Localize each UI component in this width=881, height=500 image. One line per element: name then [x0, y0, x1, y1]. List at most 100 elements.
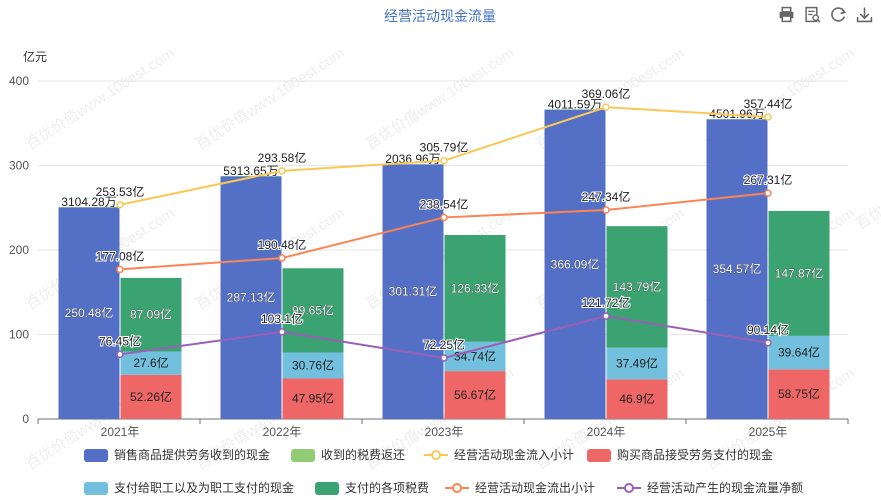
bar-label: 354.57亿	[713, 261, 762, 276]
bar-label: 30.76亿	[292, 357, 334, 372]
bar-1	[58, 207, 120, 419]
legend-label: 经营活动现金流出小计	[475, 480, 595, 495]
legend-point-marker	[452, 483, 462, 493]
legend-label: 支付的各项税费	[345, 480, 429, 495]
bar-label: 87.09亿	[130, 307, 172, 322]
line-point	[764, 339, 772, 347]
bar-4	[120, 351, 182, 375]
watermark-text: 百优价值www.100est.com	[853, 125, 881, 234]
bar-1	[544, 109, 606, 419]
y-tick-label: 400	[9, 74, 29, 88]
download-icon[interactable]	[856, 6, 873, 23]
line-point	[116, 265, 124, 274]
line-point	[602, 206, 610, 214]
x-tick-label: 2025年	[749, 425, 788, 439]
line-label: 293.58亿	[258, 150, 307, 165]
line-point	[764, 113, 772, 121]
line-label: 177.08亿	[96, 248, 145, 263]
legend-point-marker	[431, 450, 441, 460]
bar-5	[120, 277, 182, 352]
bar-label: 52.26亿	[130, 389, 172, 404]
legend-label: 支付给职工以及为职工支付的现金	[114, 480, 294, 495]
line-label: 369.06亿	[582, 86, 631, 101]
legend-swatch	[315, 482, 339, 495]
legend-label: 经营活动现金流入小计	[454, 447, 574, 462]
line-point	[116, 201, 124, 209]
bar-label: 5313.65万	[223, 164, 278, 178]
legend-swatch	[587, 449, 611, 462]
bar-1	[706, 119, 768, 419]
data-view-icon[interactable]	[804, 6, 821, 23]
x-tick-label: 2022年	[263, 425, 302, 439]
x-tick-label: 2021年	[101, 425, 140, 439]
bar-3	[120, 374, 182, 419]
line-label: 76.45亿	[99, 333, 141, 348]
line-point	[602, 312, 610, 320]
line-label: 267.31亿	[744, 172, 793, 187]
line-label: 357.44亿	[744, 96, 793, 111]
line-label: 247.34亿	[582, 189, 631, 204]
legend-point-marker	[624, 483, 634, 493]
legend-swatch	[291, 449, 315, 462]
bar-label: 4501.96万	[709, 107, 764, 121]
bar-label: 301.31亿	[389, 284, 438, 299]
bar-label: 250.48亿	[65, 305, 114, 320]
legend-label: 销售商品提供劳务收到的现金	[114, 447, 270, 462]
bar-3	[282, 378, 344, 419]
x-tick-label: 2024年	[587, 425, 626, 439]
legend-label: 购买商品接受劳务支付的现金	[617, 447, 773, 462]
bar-5	[444, 235, 506, 342]
bar-5	[282, 268, 344, 353]
bar-3	[768, 369, 830, 419]
bar-5	[606, 226, 668, 348]
line-label: 253.53亿	[96, 184, 145, 199]
chart-toolbar	[778, 6, 873, 23]
bar-label: 4011.59万	[548, 97, 603, 111]
watermark-text: 百优价值www.100est.com	[193, 45, 348, 154]
line-label: 238.54亿	[420, 196, 469, 211]
line-point	[764, 189, 772, 197]
line-point	[278, 167, 286, 175]
bar-label: 56.67亿	[454, 387, 496, 402]
bar-3	[606, 379, 668, 419]
bar-label: 37.49亿	[616, 356, 658, 371]
bar-label: 99.65亿	[292, 302, 334, 317]
legend-swatch	[84, 449, 108, 462]
line-point	[116, 350, 124, 359]
line-label: 190.48亿	[258, 237, 307, 252]
bar-label: 126.33亿	[451, 280, 500, 295]
refresh-icon[interactable]	[830, 6, 847, 23]
legend-label: 收到的税费返还	[321, 447, 405, 462]
bar-4	[768, 335, 830, 370]
bar-1	[382, 164, 444, 419]
bar-label: 147.87亿	[775, 265, 824, 280]
legend-swatch	[84, 482, 108, 495]
bar-label: 58.75亿	[778, 386, 820, 401]
line-point	[440, 354, 448, 362]
line-label: 103.1亿	[261, 311, 303, 326]
line-label: 121.72亿	[582, 295, 631, 310]
line-label: 72.25亿	[423, 337, 465, 352]
y-tick-label: 100	[9, 328, 29, 342]
y-tick-label: 0	[22, 412, 29, 426]
line-point	[602, 103, 610, 111]
bar-label: 366.09亿	[551, 256, 600, 271]
legend-label: 经营活动产生的现金流量净额	[647, 480, 803, 495]
bar-label: 47.95亿	[292, 391, 334, 406]
line-point	[440, 213, 448, 222]
line-point	[440, 156, 448, 165]
bar-label: 27.6亿	[133, 355, 168, 370]
chart-title: 经营活动现金流量	[384, 8, 496, 24]
bar-4	[606, 347, 668, 380]
line-label: 90.14亿	[747, 322, 789, 337]
watermark-text: 百优价值www.100est.com	[363, 45, 518, 154]
bar-label: 46.9亿	[619, 391, 654, 406]
line-1	[119, 106, 769, 206]
y-tick-label: 300	[9, 159, 29, 173]
print-icon[interactable]	[778, 6, 795, 23]
y-tick-label: 200	[9, 243, 29, 257]
bar-3	[444, 371, 506, 419]
line-point	[278, 254, 286, 262]
bar-label: 39.64亿	[778, 345, 820, 360]
x-tick-label: 2023年	[425, 425, 464, 439]
